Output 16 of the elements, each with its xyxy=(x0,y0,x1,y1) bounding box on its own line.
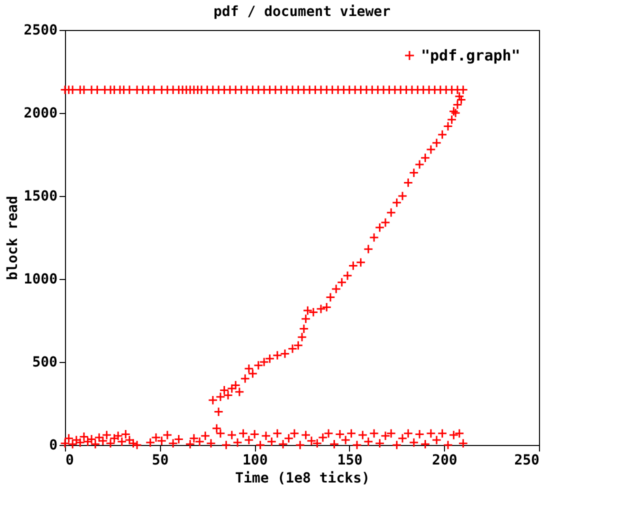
x-tick-label: 250 xyxy=(514,452,540,468)
y-tick-label: 500 xyxy=(32,354,58,370)
x-tick-label: 100 xyxy=(242,452,268,468)
y-tick-label: 0 xyxy=(49,438,58,454)
chart-title: pdf / document viewer xyxy=(213,4,391,20)
y-tick-label: 1500 xyxy=(24,188,58,204)
x-axis-title: Time (1e8 ticks) xyxy=(235,470,370,486)
x-tick-label: 200 xyxy=(432,452,458,468)
y-tick-label: 2000 xyxy=(24,106,58,122)
x-tick-label: 150 xyxy=(337,452,363,468)
x-tick-label: 0 xyxy=(66,452,74,468)
y-tick-label: 1000 xyxy=(24,272,58,288)
x-tick-label: 50 xyxy=(152,452,169,468)
legend-label: "pdf.graph" xyxy=(421,46,520,64)
y-axis-title: block read xyxy=(4,196,21,280)
y-tick-label: 2500 xyxy=(24,22,58,38)
